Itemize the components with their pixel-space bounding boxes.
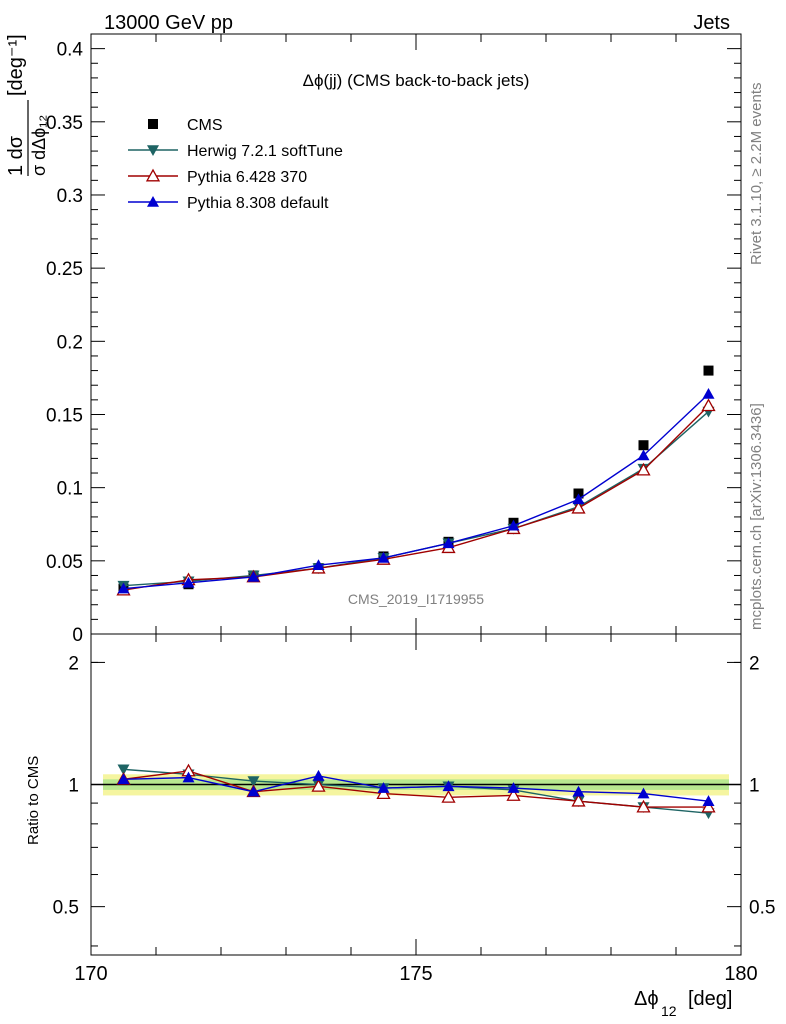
data-point-pythia-6-428-370	[571, 500, 586, 514]
ratio-ytick-label-right: 1	[749, 776, 760, 797]
ratio-point-pythia-8-308-default	[637, 787, 650, 799]
legend-marker-pythia-6-428-370	[145, 168, 161, 182]
xlabel-main: Δϕ	[634, 988, 659, 1010]
ratio-point-pythia-6-428-370	[571, 793, 586, 807]
ratio-point-pythia-8-308-default	[312, 769, 325, 781]
data-point-cms	[638, 440, 649, 451]
ylabel-numerator: 1 dσ	[5, 135, 27, 176]
ratio-ylabel: Ratio to CMS	[25, 756, 42, 845]
ratio-xtick-label: 175	[399, 963, 432, 985]
data-point-pythia-8-308-default	[507, 519, 520, 531]
legend-marker-pythia-8-308-default	[147, 196, 159, 207]
ratio-xtick-label: 170	[74, 963, 107, 985]
data-point-pythia-8-308-default	[702, 388, 715, 399]
data-point-pythia-8-308-default	[312, 559, 325, 571]
ratio-point-pythia-8-308-default	[182, 771, 195, 783]
series-line-herwig-7-2-1-softtune	[123, 411, 709, 587]
ratio-point-pythia-8-308-default	[702, 795, 715, 806]
main-panel: 0 0.05 0.1 0.15 0.2 0.25 0.3 0.35 0.4 Δϕ(jj) (CM…	[46, 33, 742, 646]
series-line-pythia-8-308-default	[123, 393, 709, 590]
data-point-pythia-8-308-default	[377, 551, 390, 563]
ratio-series-group	[116, 763, 716, 820]
main-ytick-label: 0.1	[57, 479, 83, 500]
ratio-ytick-label: 2	[68, 653, 79, 674]
xlabel-unit: [deg]	[688, 988, 732, 1010]
ratio-point-pythia-8-308-default	[247, 785, 260, 797]
ratio-ytick-label-right: 2	[749, 653, 760, 674]
ratio-point-pythia-8-308-default	[377, 782, 390, 793]
ratio-point-pythia-6-428-370	[376, 786, 391, 800]
legend-label-herwig-7-2-1-softtune: Herwig 7.2.1 softTune	[187, 143, 343, 160]
ratio-panel: 0.5 0.5 1 1 2 2 170 175 180 Ratio to CMS	[25, 633, 775, 985]
rivet-version-label: Rivet 3.1.10, ≥ 2.2M events	[748, 83, 765, 266]
series-line-pythia-6-428-370	[123, 405, 709, 591]
main-ytick-label: 0.35	[46, 113, 83, 134]
data-point-pythia-8-308-default	[572, 493, 585, 505]
legend-label-pythia-8-308-default: Pythia 8.308 default	[187, 195, 329, 212]
ratio-point-pythia-8-308-default	[507, 782, 520, 793]
ratio-point-pythia-8-308-default	[117, 773, 130, 785]
legend-marker-cms	[148, 119, 158, 129]
data-point-pythia-8-308-default	[182, 576, 195, 588]
main-ytick-label: 0.4	[57, 40, 84, 61]
ylabel-denominator: σ dΔϕ₁₂	[29, 115, 49, 176]
main-series-group	[116, 365, 716, 596]
ratio-point-herwig-7-2-1-softtune	[247, 776, 260, 788]
mcplots-reference-label: mcplots.cern.ch [arXiv:1306.3436]	[748, 403, 765, 630]
main-ytick-label: 0.15	[46, 405, 83, 426]
x-axis-label: Δϕ 12 [deg]	[634, 988, 732, 1019]
ratio-x-ticks: 170 175 180	[74, 634, 758, 985]
ratio-point-pythia-6-428-370	[311, 778, 326, 792]
legend-label-cms: CMS	[187, 117, 223, 134]
main-x-ticks	[90, 34, 742, 634]
data-point-pythia-8-308-default	[442, 537, 455, 549]
data-point-pythia-8-308-default	[117, 582, 130, 594]
ratio-ytick-label-right: 0.5	[749, 898, 775, 919]
ratio-point-pythia-6-428-370	[701, 799, 716, 813]
chart-title: Δϕ(jj) (CMS back-to-back jets)	[303, 71, 530, 90]
main-ytick-label: 0.3	[57, 186, 83, 207]
ratio-line-pythia-8-308-default	[123, 775, 709, 802]
ratio-xtick-label: 180	[724, 963, 757, 985]
ratio-point-herwig-7-2-1-softtune	[117, 764, 130, 776]
main-ylabel: 1 dσ σ dΔϕ₁₂ [deg⁻¹]	[5, 34, 49, 176]
ratio-point-pythia-8-308-default	[572, 785, 585, 797]
main-ytick-label: 0.2	[57, 332, 83, 353]
data-point-pythia-6-428-370	[701, 398, 716, 412]
data-point-cms	[703, 365, 714, 376]
legend: CMS Herwig 7.2.1 softTune Pythia 6.428 370…	[128, 117, 343, 212]
legend-label-pythia-6-428-370: Pythia 6.428 370	[187, 169, 307, 186]
data-point-pythia-8-308-default	[637, 449, 650, 461]
analysis-watermark: CMS_2019_I1719955	[348, 591, 484, 607]
ratio-y-ticks: 0.5 0.5 1 1 2 2	[53, 653, 775, 947]
data-point-pythia-6-428-370	[636, 462, 651, 476]
xlabel-subscript: 12	[661, 1003, 677, 1019]
ylabel-unit: [deg⁻¹]	[5, 34, 27, 96]
ratio-point-pythia-6-428-370	[506, 788, 521, 801]
ratio-ytick-label: 1	[68, 776, 79, 797]
main-ytick-label: 0.25	[46, 259, 83, 280]
ratio-point-pythia-6-428-370	[636, 799, 651, 813]
header-energy-label: 13000 GeV pp	[104, 12, 233, 34]
ratio-point-pythia-6-428-370	[441, 789, 456, 803]
main-ytick-label: 0	[72, 625, 83, 646]
header-process-label: Jets	[693, 12, 730, 34]
ratio-point-pythia-8-308-default	[442, 780, 455, 792]
ratio-line-pythia-6-428-370	[123, 770, 709, 808]
ratio-ytick-label: 0.5	[53, 898, 79, 919]
main-y-ticks: 0 0.05 0.1 0.15 0.2 0.25 0.3 0.35 0.4	[46, 40, 741, 646]
data-point-pythia-8-308-default	[247, 570, 260, 582]
main-ytick-label: 0.05	[46, 552, 83, 573]
legend-marker-herwig-7-2-1-softtune	[147, 145, 159, 156]
